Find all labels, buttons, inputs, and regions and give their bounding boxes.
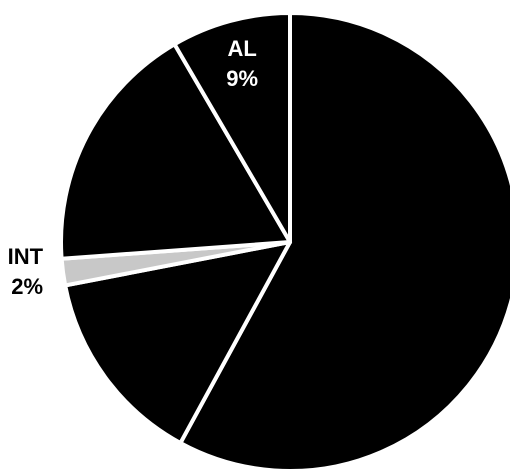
slice-label-int-name: INT xyxy=(8,244,44,269)
slice-label-al-value: 9% xyxy=(226,66,258,91)
pie-labels: INT 2% AL 9% xyxy=(8,36,258,299)
pie-slice-al xyxy=(172,11,292,244)
pie-slice-segment-2 xyxy=(63,240,292,446)
pie-slice-segment-1 xyxy=(178,11,510,472)
pie-slices xyxy=(59,11,510,472)
slice-label-al-name: AL xyxy=(227,36,256,61)
pie-slice-segment-4 xyxy=(59,42,292,261)
slice-label-int-value: 2% xyxy=(11,274,43,299)
